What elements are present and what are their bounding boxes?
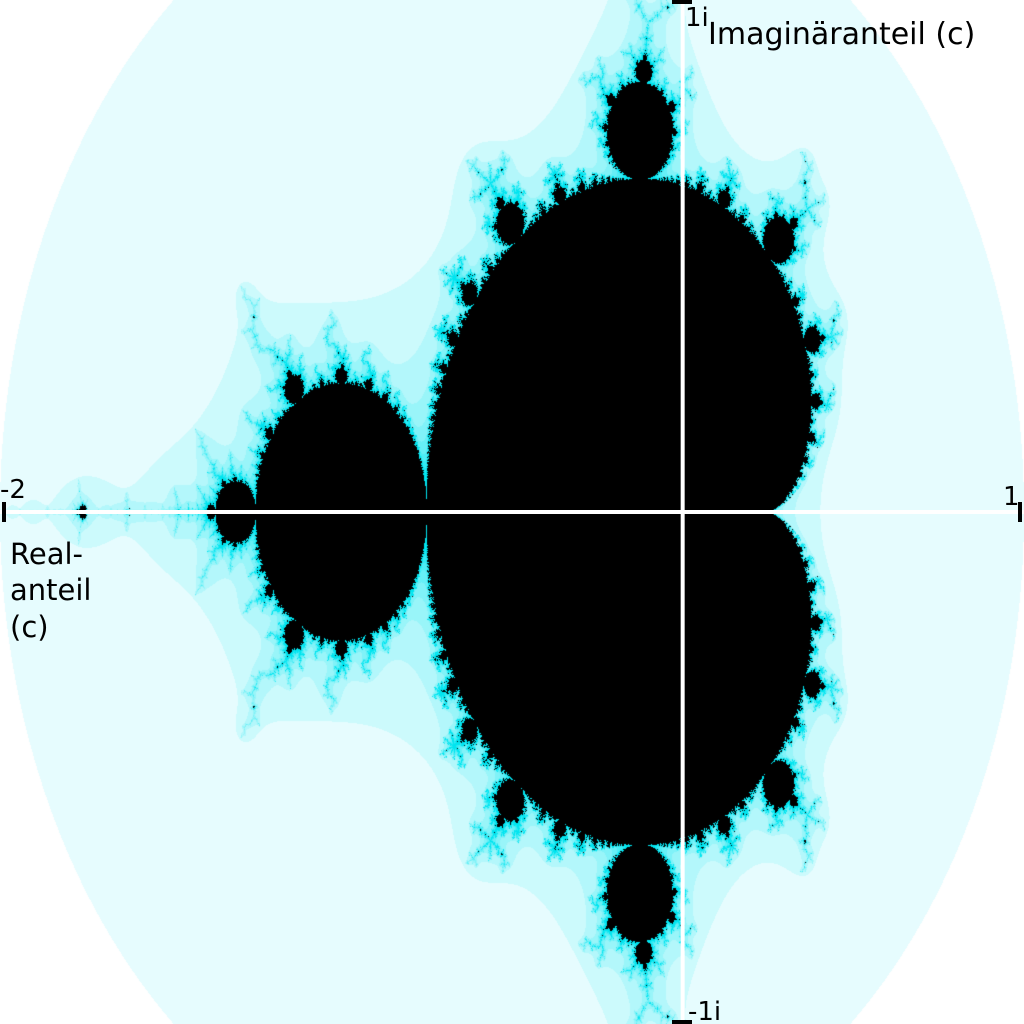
real-min-tick-label: -2 <box>0 475 26 505</box>
imaginary-axis-label: Imaginäranteil (c) <box>708 17 976 52</box>
real-axis-label-line-2: anteil <box>10 573 92 608</box>
imag-max-tick-label: 1i <box>685 3 709 33</box>
real-max-tick-label: 1 <box>1003 482 1020 512</box>
imag-min-tick-label: -1i <box>688 997 721 1024</box>
real-axis-label: Real- anteil (c) <box>10 536 120 645</box>
real-axis-label-line-3: (c) <box>10 609 49 644</box>
real-axis-label-line-1: Real- <box>10 537 83 571</box>
